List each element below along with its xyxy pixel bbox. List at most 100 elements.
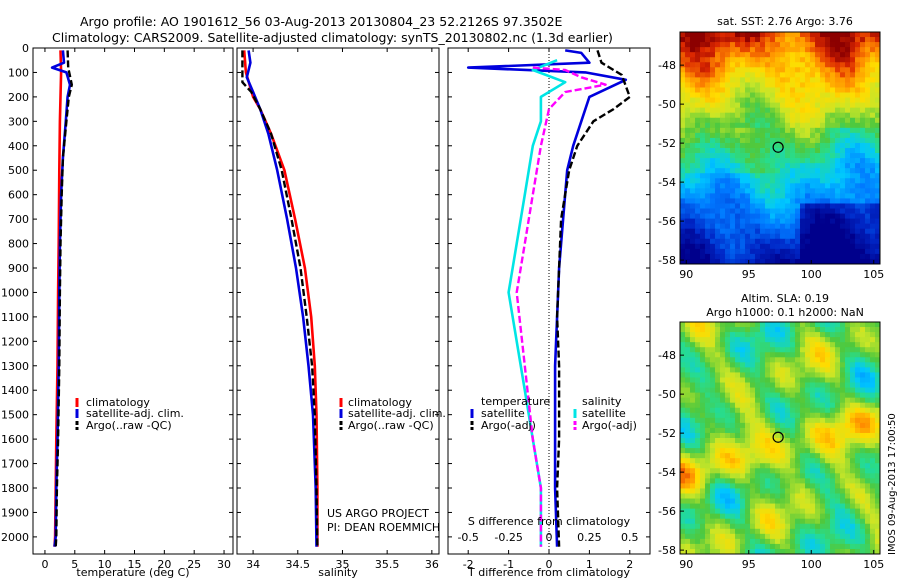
heatmap-cell [785, 453, 791, 459]
heatmap-cell [805, 193, 811, 199]
heatmap-cell [800, 523, 806, 530]
heatmap-cell [790, 422, 796, 429]
heatmap-cell [785, 407, 791, 414]
heatmap-cell [720, 122, 726, 129]
heatmap-cell [685, 508, 691, 515]
heatmap-cell [750, 233, 756, 240]
heatmap-cell [840, 218, 846, 225]
depth-tick-label: 1800 [1, 482, 29, 495]
heatmap-cell [825, 42, 831, 48]
heatmap-cell [765, 132, 771, 139]
heatmap-cell [865, 158, 871, 164]
heatmap-cell [775, 122, 781, 129]
heatmap-cell [720, 188, 726, 194]
heatmap-cell [815, 382, 821, 388]
heatmap-cell [715, 142, 721, 149]
heatmap-cell [800, 397, 806, 404]
heatmap-cell [740, 77, 746, 83]
heatmap-cell [850, 448, 856, 454]
heatmap-cell [865, 387, 871, 394]
heatmap-cell [735, 332, 741, 338]
heatmap-cell [710, 137, 716, 144]
heatmap-cell [875, 92, 881, 98]
heatmap-cell [805, 528, 811, 535]
heatmap-cell [850, 397, 856, 404]
heatmap-cell [870, 213, 876, 220]
map-x-tick-label: 105 [863, 558, 884, 571]
heatmap-cell [690, 362, 696, 368]
heatmap-cell [705, 107, 711, 114]
heatmap-cell [760, 327, 766, 333]
heatmap-cell [805, 137, 811, 144]
heatmap-cell [770, 387, 776, 394]
heatmap-cell [785, 427, 791, 434]
heatmap-cell [875, 478, 881, 484]
heatmap-cell [740, 427, 746, 434]
heatmap-cell [705, 407, 711, 414]
heatmap-cell [785, 322, 791, 328]
heatmap-cell [800, 198, 806, 204]
heatmap-cell [860, 407, 866, 414]
heatmap-cell [765, 548, 771, 555]
heatmap-cell [780, 243, 786, 250]
heatmap-cell [840, 478, 846, 484]
heatmap-cell [795, 132, 801, 139]
heatmap-cell [860, 362, 866, 368]
x-tick-label: 25 [187, 558, 201, 571]
heatmap-cell [850, 87, 856, 93]
heatmap-cell [710, 412, 716, 419]
heatmap-cell [865, 32, 871, 38]
heatmap-cell [735, 67, 741, 73]
heatmap-cell [725, 223, 731, 230]
heatmap-cell [810, 352, 816, 358]
heatmap-cell [810, 468, 816, 474]
heatmap-cell [860, 513, 866, 520]
heatmap-cell [760, 158, 766, 164]
heatmap-cell [750, 347, 756, 353]
heatmap-cell [785, 258, 791, 265]
series-line-argo-adj- [515, 66, 607, 547]
heatmap-cell [785, 218, 791, 225]
heatmap-cell [750, 188, 756, 194]
heatmap-cell [700, 432, 706, 439]
heatmap-cell [700, 352, 706, 358]
heatmap-cell [760, 67, 766, 73]
heatmap-cell [830, 148, 836, 154]
heatmap-cell [740, 183, 746, 189]
heatmap-cell [705, 483, 711, 489]
depth-tick-label: 1100 [1, 311, 29, 324]
heatmap-cell [765, 498, 771, 504]
heatmap-cell [750, 508, 756, 515]
heatmap-cell [805, 97, 811, 104]
heatmap-cell [795, 107, 801, 114]
heatmap-cell [765, 122, 771, 129]
heatmap-cell [830, 243, 836, 250]
heatmap-cell [730, 387, 736, 394]
heatmap-cell [755, 107, 761, 114]
heatmap-cell [780, 332, 786, 338]
heatmap-cell [845, 448, 851, 454]
heatmap-cell [760, 47, 766, 53]
heatmap-cell [755, 243, 761, 250]
heatmap-cell [770, 208, 776, 214]
heatmap-cell [785, 87, 791, 93]
heatmap-cell [870, 163, 876, 169]
heatmap-cell [790, 478, 796, 484]
heatmap-cell [825, 468, 831, 474]
heatmap-cell [865, 422, 871, 429]
heatmap-cell [730, 142, 736, 149]
heatmap-cell [750, 387, 756, 394]
heatmap-cell [820, 478, 826, 484]
heatmap-cell [745, 473, 751, 479]
heatmap-cell [715, 77, 721, 83]
heatmap-cell [845, 372, 851, 378]
heatmap-cell [855, 478, 861, 484]
heatmap-cell [870, 153, 876, 159]
heatmap-cell [865, 57, 871, 63]
map-y-tick-label: -56 [658, 215, 676, 228]
heatmap-cell [835, 377, 841, 383]
temperature-x-label: temperature (deg C) [76, 566, 189, 579]
heatmap-cell [835, 97, 841, 104]
heatmap-cell [795, 117, 801, 124]
heatmap-cell [835, 132, 841, 139]
